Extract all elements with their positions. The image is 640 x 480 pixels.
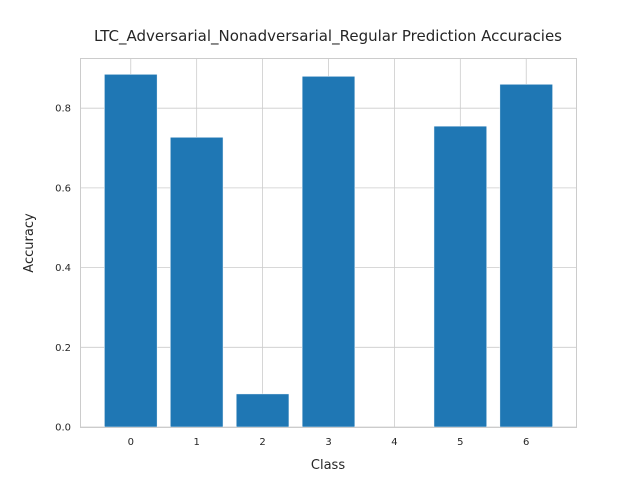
x-tick-labels: 0 1 2 3 4 5 6 <box>128 437 530 448</box>
x-tick-label: 3 <box>325 437 331 448</box>
x-tick-label: 1 <box>193 437 199 448</box>
bar-class-3 <box>301 76 356 428</box>
y-tick-label: 0.2 <box>55 343 71 354</box>
bar-class-0 <box>104 74 158 428</box>
y-tick-label: 0.4 <box>55 263 71 274</box>
plot-frame <box>80 58 577 428</box>
bar-class-6 <box>499 84 553 428</box>
x-axis-label: Class <box>311 458 345 473</box>
bar-class-5 <box>433 125 487 428</box>
chart-title: LTC_Adversarial_Nonadversarial_Regular P… <box>94 27 562 46</box>
x-tick-label: 6 <box>523 437 529 448</box>
x-tick-label: 2 <box>259 437 265 448</box>
y-tick-labels: 0.0 0.2 0.4 0.6 0.8 <box>55 104 71 434</box>
y-tick-label: 0.6 <box>55 183 71 194</box>
bar-class-2 <box>235 393 290 428</box>
x-tick-label: 5 <box>457 437 463 448</box>
y-tick-label: 0.8 <box>55 104 71 115</box>
x-tick-label: 0 <box>128 437 134 448</box>
y-axis-label: Accuracy <box>22 213 37 273</box>
bar-layer <box>104 74 553 428</box>
bar-class-1 <box>170 137 224 428</box>
y-tick-label: 0.0 <box>55 423 71 434</box>
x-tick-label: 4 <box>391 437 397 448</box>
